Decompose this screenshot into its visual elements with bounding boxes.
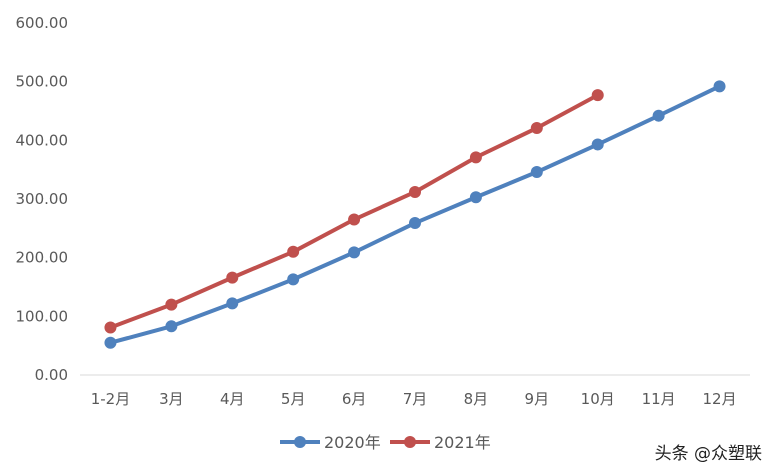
y-tick-label: 300.00 bbox=[16, 190, 69, 208]
data-point bbox=[409, 217, 421, 230]
legend-label: 2021年 bbox=[434, 433, 491, 452]
y-tick-label: 500.00 bbox=[16, 73, 69, 91]
data-point bbox=[226, 271, 239, 284]
y-tick-label: 400.00 bbox=[16, 131, 69, 149]
series-line bbox=[108, 84, 722, 345]
x-tick-label: 11月 bbox=[642, 390, 676, 408]
data-point bbox=[348, 213, 361, 226]
legend-marker bbox=[404, 436, 416, 448]
data-point bbox=[226, 297, 239, 310]
x-tick-label: 12月 bbox=[702, 390, 736, 408]
data-point bbox=[591, 89, 604, 102]
x-tick-label: 10月 bbox=[581, 390, 615, 408]
x-tick-label: 3月 bbox=[159, 390, 184, 408]
y-tick-label: 200.00 bbox=[16, 249, 69, 267]
data-point bbox=[165, 320, 178, 333]
data-point bbox=[530, 122, 543, 135]
data-point bbox=[287, 273, 300, 286]
x-tick-label: 9月 bbox=[525, 390, 550, 408]
y-tick-label: 600.00 bbox=[16, 14, 69, 32]
legend-label: 2020年 bbox=[324, 433, 381, 452]
data-point bbox=[348, 246, 361, 259]
x-tick-label: 7月 bbox=[403, 390, 428, 408]
data-point bbox=[652, 109, 665, 122]
data-point bbox=[469, 191, 482, 204]
y-axis-ticks: 0.00 100.00 200.00 300.00 400.00 500.00 600.00 bbox=[16, 14, 69, 384]
data-point bbox=[104, 336, 117, 349]
data-point bbox=[287, 245, 300, 258]
y-tick-label: 100.00 bbox=[16, 307, 69, 325]
y-tick-label: 0.00 bbox=[35, 366, 68, 384]
series-line bbox=[108, 93, 600, 330]
data-point bbox=[530, 166, 543, 179]
data-point bbox=[165, 298, 178, 311]
data-point bbox=[409, 185, 421, 198]
x-tick-label: 6月 bbox=[342, 390, 367, 408]
data-point bbox=[591, 138, 604, 151]
x-tick-label: 4月 bbox=[220, 390, 245, 408]
x-tick-label: 1-2月 bbox=[91, 390, 131, 408]
series-lines bbox=[104, 80, 726, 349]
legend-marker bbox=[294, 436, 306, 448]
x-tick-label: 8月 bbox=[464, 390, 489, 408]
watermark-text: 头条 @众塑联 bbox=[654, 444, 762, 464]
x-axis-ticks: 1-2月 3月 4月 5月 6月 7月 8月 9月 10月 11月 12月 bbox=[91, 390, 737, 408]
x-tick-label: 5月 bbox=[281, 390, 306, 408]
data-point bbox=[713, 80, 726, 93]
data-point bbox=[104, 321, 117, 334]
data-point bbox=[469, 151, 482, 164]
legend: 2020年 2021年 bbox=[280, 433, 491, 452]
